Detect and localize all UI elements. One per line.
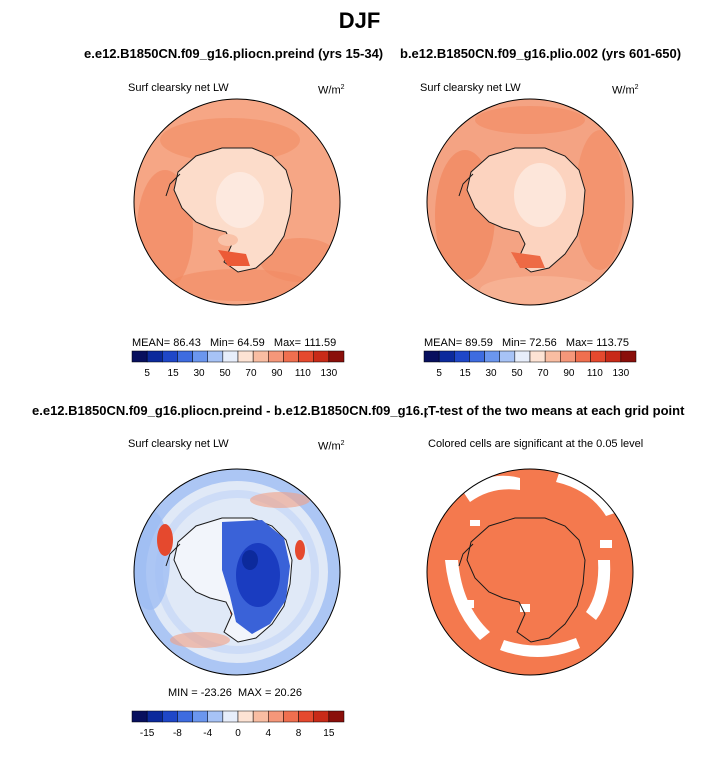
colorbar-3-swatch-10 — [283, 710, 299, 723]
panel-2-units: W/m2 — [612, 84, 639, 97]
colorbar-2-label-7: 130 — [613, 368, 630, 379]
colorbar-1-label-1: 15 — [168, 368, 180, 379]
colorbar-3-swatch-12 — [313, 710, 330, 723]
colorbar-2-swatch-9 — [560, 350, 576, 363]
colorbar-1-label-5: 90 — [271, 368, 283, 379]
colorbar-1-label-6: 110 — [295, 368, 311, 379]
colorbar-3-swatch-1 — [146, 710, 163, 723]
colorbar-1-label-0: 5 — [144, 368, 150, 379]
colorbar-2-swatch-6 — [514, 350, 531, 363]
colorbar-1-swatch-10 — [283, 350, 299, 363]
colorbar-3-label-1: -8 — [173, 728, 182, 739]
colorbar-1-swatch-7 — [237, 350, 254, 363]
colorbar-3-swatch-4 — [192, 710, 208, 723]
colorbar-3-swatch-8 — [252, 710, 269, 723]
colorbar-1-swatch-3 — [177, 350, 193, 363]
colorbar-2-label-6: 110 — [587, 368, 603, 379]
panel-3-stats: MIN = -23.26 MAX = 20.26 — [168, 687, 302, 699]
colorbar-3-swatch-6 — [222, 710, 239, 723]
colorbar-1: 5 15 30 50 70 90 110 130 — [131, 350, 345, 379]
colorbar-3-label-5: 8 — [296, 728, 302, 739]
colorbar-2-swatch-8 — [544, 350, 561, 363]
colorbar-1-label-7: 130 — [321, 368, 338, 379]
panel-1-map — [133, 98, 341, 306]
colorbar-1-swatch-9 — [268, 350, 284, 363]
panel-2-map — [426, 98, 634, 306]
colorbar-1-swatch-5 — [207, 350, 224, 363]
colorbar-2-label-1: 15 — [460, 368, 472, 379]
panel-4-subtitle: Colored cells are significant at the 0.0… — [428, 438, 644, 450]
panel-1-units: W/m2 — [318, 84, 345, 97]
colorbar-1-swatch-4 — [192, 350, 208, 363]
panel-2-stats: MEAN= 89.59 Min= 72.56 Max= 113.75 — [424, 337, 630, 349]
colorbar-2-swatch-11 — [590, 350, 606, 363]
colorbar-3-label-3: 0 — [235, 728, 241, 739]
colorbar-1-label-2: 30 — [193, 368, 205, 379]
colorbar-3-swatch-7 — [237, 710, 254, 723]
panel-3-variable: Surf clearsky net LW — [128, 438, 229, 450]
colorbar-2-swatch-10 — [575, 350, 591, 363]
colorbar-1-swatch-6 — [222, 350, 239, 363]
colorbar-2-swatch-3 — [469, 350, 485, 363]
colorbar-2-label-4: 70 — [537, 368, 549, 379]
colorbar-3-swatch-3 — [177, 710, 193, 723]
colorbar-1-swatch-13 — [328, 350, 345, 363]
panel-4-title: T-test of the two means at each grid poi… — [428, 403, 685, 418]
colorbar-2-swatch-5 — [499, 350, 516, 363]
panel-1-variable: Surf clearsky net LW — [128, 82, 229, 94]
colorbar-1-swatch-1 — [146, 350, 163, 363]
colorbar-1-swatch-12 — [313, 350, 330, 363]
panel-3-map — [133, 468, 341, 676]
colorbar-3-swatch-2 — [162, 710, 178, 723]
colorbar-3: -15 -8 -4 0 4 8 15 — [131, 710, 345, 739]
colorbar-3-swatch-11 — [298, 710, 314, 723]
colorbar-2-label-3: 50 — [511, 368, 523, 379]
colorbar-3-swatch-13 — [328, 710, 345, 723]
colorbar-2-label-0: 5 — [436, 368, 442, 379]
colorbar-1-swatch-8 — [252, 350, 269, 363]
colorbar-2: 5 15 30 50 70 90 110 130 — [423, 350, 637, 379]
colorbar-3-swatch-0 — [131, 710, 148, 723]
colorbar-2-swatch-1 — [438, 350, 455, 363]
colorbar-2-label-5: 90 — [563, 368, 575, 379]
colorbar-3-label-4: 4 — [266, 728, 272, 739]
colorbar-1-label-4: 70 — [245, 368, 257, 379]
panel-3-title: e.e12.B1850CN.f09_g16.pliocn.preind - b.… — [32, 403, 473, 418]
colorbar-2-swatch-12 — [605, 350, 622, 363]
colorbar-3-label-2: -4 — [203, 728, 212, 739]
colorbar-1-swatch-11 — [298, 350, 314, 363]
figure-title: DJF — [338, 8, 381, 33]
colorbar-3-label-0: -15 — [140, 728, 155, 739]
colorbar-3-swatch-5 — [207, 710, 224, 723]
panel-4-map — [426, 468, 634, 676]
colorbar-2-swatch-2 — [454, 350, 470, 363]
panel-1-stats: MEAN= 86.43 Min= 64.59 Max= 111.59 — [132, 337, 337, 349]
colorbar-2-swatch-0 — [423, 350, 440, 363]
colorbar-1-swatch-0 — [131, 350, 148, 363]
panel-2-variable: Surf clearsky net LW — [420, 82, 521, 94]
panel-3-units: W/m2 — [318, 440, 345, 453]
colorbar-1-swatch-2 — [162, 350, 178, 363]
colorbar-2-swatch-13 — [620, 350, 637, 363]
colorbar-3-label-6: 15 — [323, 728, 335, 739]
colorbar-3-swatch-9 — [268, 710, 284, 723]
colorbar-2-swatch-7 — [529, 350, 546, 363]
panel-1-title: e.e12.B1850CN.f09_g16.pliocn.preind (yrs… — [84, 46, 384, 61]
colorbar-1-label-3: 50 — [219, 368, 231, 379]
panel-2-title: b.e12.B1850CN.f09_g16.plio.002 (yrs 601-… — [400, 46, 682, 61]
colorbar-2-label-2: 30 — [485, 368, 497, 379]
colorbar-2-swatch-4 — [484, 350, 500, 363]
